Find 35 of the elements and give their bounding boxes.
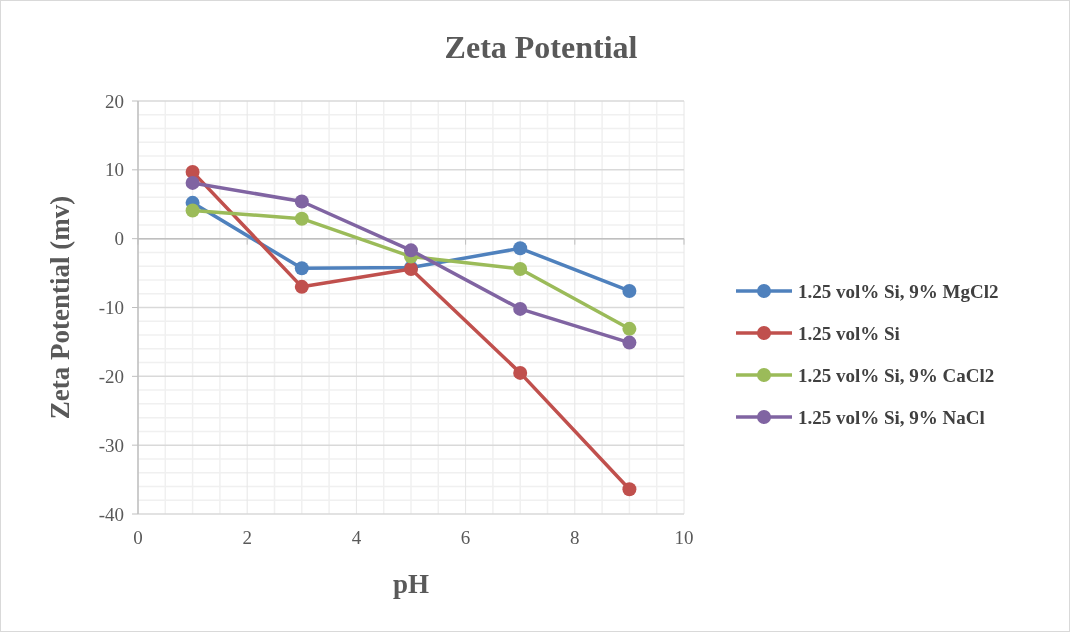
point bbox=[294, 211, 309, 226]
point bbox=[513, 301, 528, 316]
y-tick-label: 20 bbox=[105, 90, 124, 112]
x-axis-title: pH bbox=[392, 569, 430, 599]
x-tick-label: 6 bbox=[460, 527, 471, 548]
point bbox=[622, 321, 637, 336]
point bbox=[294, 261, 309, 276]
y-tick-label: -40 bbox=[98, 503, 124, 525]
chart-title: Zeta Potential bbox=[444, 29, 638, 65]
x-tick-label: 2 bbox=[242, 527, 252, 548]
point bbox=[404, 243, 418, 258]
point bbox=[622, 482, 637, 497]
y-tick-label: 10 bbox=[105, 159, 124, 181]
point bbox=[294, 194, 309, 209]
point bbox=[622, 283, 637, 298]
point bbox=[185, 175, 200, 190]
point bbox=[185, 203, 200, 218]
point bbox=[294, 279, 309, 294]
y-tick-label: 0 bbox=[114, 228, 124, 250]
point bbox=[513, 261, 528, 276]
point bbox=[622, 335, 637, 350]
legend-label: 1.25 vol% Si bbox=[798, 322, 900, 344]
y-tick-label: -10 bbox=[98, 297, 124, 319]
x-tick-label: 4 bbox=[351, 527, 362, 548]
x-tick-label: 0 bbox=[133, 527, 143, 548]
legend-label: 1.25 vol% Si, 9% CaCl2 bbox=[798, 364, 995, 386]
y-axis-title: Zeta Potential (mv) bbox=[45, 195, 75, 420]
x-tick-label: 10 bbox=[674, 527, 694, 548]
point bbox=[513, 365, 528, 380]
legend-label: 1.25 vol% Si, 9% NaCl bbox=[798, 406, 985, 428]
legend-label: 1.25 vol% Si, 9% MgCl2 bbox=[798, 280, 999, 302]
y-tick-label: -20 bbox=[98, 365, 124, 387]
x-tick-label: 8 bbox=[570, 527, 580, 548]
y-tick-label: -30 bbox=[98, 434, 124, 456]
point bbox=[513, 241, 528, 256]
